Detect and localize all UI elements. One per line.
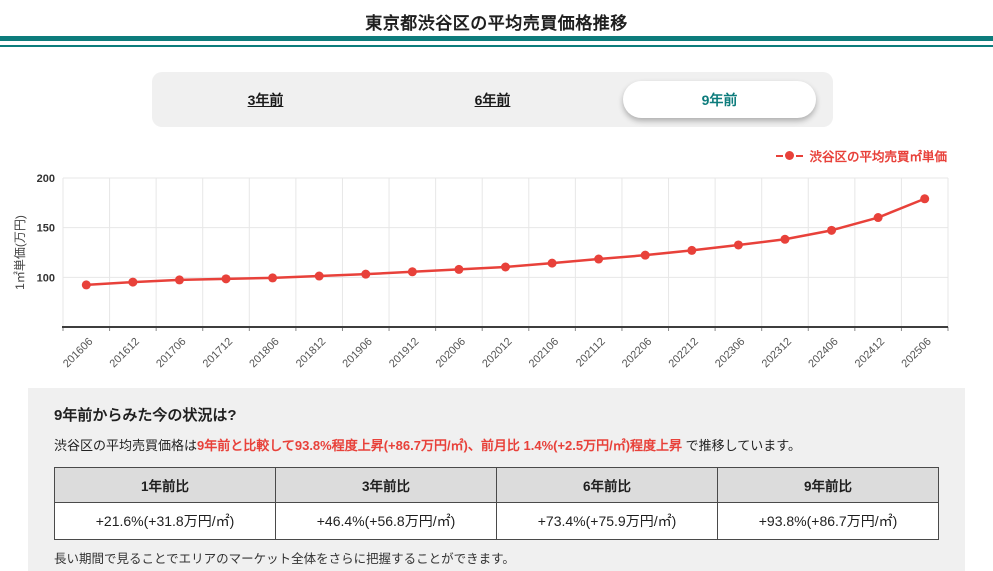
header-divider bbox=[0, 36, 993, 47]
comparison-value-row: +21.6%(+31.8万円/㎡) +46.4%(+56.8万円/㎡) +73.… bbox=[54, 502, 939, 541]
header-9year: 9年前比 bbox=[717, 467, 939, 504]
svg-text:1㎡単価(万円): 1㎡単価(万円) bbox=[13, 215, 27, 290]
price-trend-line-chart: 100 150 200 201606 201612 201706 201712 201806 2… bbox=[0, 155, 993, 383]
svg-text:202206: 202206 bbox=[620, 336, 654, 370]
svg-text:201606: 201606 bbox=[61, 336, 95, 370]
legend-label: 渋谷区の平均売買㎡単価 bbox=[809, 150, 947, 164]
period-tabbar: 3年前 6年前 9年前 bbox=[152, 72, 833, 127]
divider-thick-line bbox=[0, 36, 993, 41]
tab-cell-6years: 6年前 bbox=[379, 72, 606, 127]
svg-text:202412: 202412 bbox=[853, 336, 887, 370]
summary-text: 渋谷区の平均売買価格は9年前と比較して93.8%程度上昇(+86.7万円/㎡)、… bbox=[54, 437, 939, 455]
value-1year: +21.6%(+31.8万円/㎡) bbox=[54, 502, 276, 541]
page-header: 東京都渋谷区の平均売買価格推移 bbox=[0, 0, 993, 47]
svg-text:202106: 202106 bbox=[527, 336, 561, 370]
svg-text:150: 150 bbox=[37, 223, 55, 235]
svg-text:202406: 202406 bbox=[806, 336, 840, 370]
panel-note: 長い期間で見ることでエリアのマーケット全体をさらに把握することができます。 bbox=[54, 552, 515, 567]
svg-text:201712: 201712 bbox=[201, 336, 235, 370]
header-3year: 3年前比 bbox=[275, 467, 497, 504]
svg-text:202112: 202112 bbox=[574, 336, 608, 370]
svg-text:201912: 201912 bbox=[387, 336, 421, 370]
comparison-table: 1年前比 3年前比 6年前比 9年前比 +21.6%(+31.8万円/㎡) +4… bbox=[54, 467, 939, 541]
svg-text:202006: 202006 bbox=[434, 336, 468, 370]
summary-prefix: 渋谷区の平均売買価格は bbox=[54, 438, 198, 453]
svg-text:100: 100 bbox=[37, 272, 55, 284]
svg-text:201906: 201906 bbox=[340, 336, 374, 370]
svg-text:202506: 202506 bbox=[899, 336, 933, 370]
tab-cell-9years: 9年前 bbox=[606, 72, 833, 127]
legend-dash-icon bbox=[776, 154, 784, 157]
page-title: 東京都渋谷区の平均売買価格推移 bbox=[365, 14, 628, 33]
header-6year: 6年前比 bbox=[496, 467, 718, 504]
svg-text:201612: 201612 bbox=[108, 336, 142, 370]
svg-text:202312: 202312 bbox=[760, 336, 794, 370]
svg-text:202212: 202212 bbox=[666, 336, 700, 370]
summary-heading: 9年前からみた今の状況は? bbox=[54, 407, 237, 424]
tab-3years-ago[interactable]: 3年前 bbox=[247, 91, 284, 108]
summary-suffix: で推移しています。 bbox=[682, 438, 801, 453]
legend-dot-icon bbox=[785, 151, 795, 160]
svg-text:202012: 202012 bbox=[480, 336, 514, 370]
value-9year: +93.8%(+86.7万円/㎡) bbox=[717, 502, 939, 541]
comparison-header-row: 1年前比 3年前比 6年前比 9年前比 bbox=[54, 467, 939, 504]
legend-dash-icon bbox=[796, 154, 804, 157]
tab-cell-3years: 3年前 bbox=[152, 72, 379, 127]
svg-text:201812: 201812 bbox=[294, 336, 328, 370]
chart-legend: 渋谷区の平均売買㎡単価 bbox=[776, 146, 947, 165]
svg-text:201706: 201706 bbox=[154, 336, 188, 370]
tab-9years-ago-active[interactable]: 9年前 bbox=[623, 81, 816, 118]
svg-text:202306: 202306 bbox=[713, 336, 747, 370]
svg-text:201806: 201806 bbox=[247, 336, 281, 370]
value-3year: +46.4%(+56.8万円/㎡) bbox=[275, 502, 497, 541]
divider-gap bbox=[0, 41, 993, 45]
value-6year: +73.4%(+75.9万円/㎡) bbox=[496, 502, 718, 541]
line-dot-marker-icon bbox=[776, 151, 804, 160]
tab-6years-ago[interactable]: 6年前 bbox=[474, 91, 511, 108]
divider-thin-line bbox=[0, 45, 993, 47]
svg-text:200: 200 bbox=[37, 173, 55, 185]
chart-svg: 100 150 200 201606 201612 201706 201712 201806 2… bbox=[13, 173, 949, 370]
summary-panel: 9年前からみた今の状況は? 渋谷区の平均売買価格は9年前と比較して93.8%程度… bbox=[28, 388, 965, 571]
summary-highlight: 9年前と比較して93.8%程度上昇(+86.7万円/㎡)、前月比 1.4%(+2… bbox=[197, 438, 683, 453]
header-1year: 1年前比 bbox=[54, 467, 276, 504]
